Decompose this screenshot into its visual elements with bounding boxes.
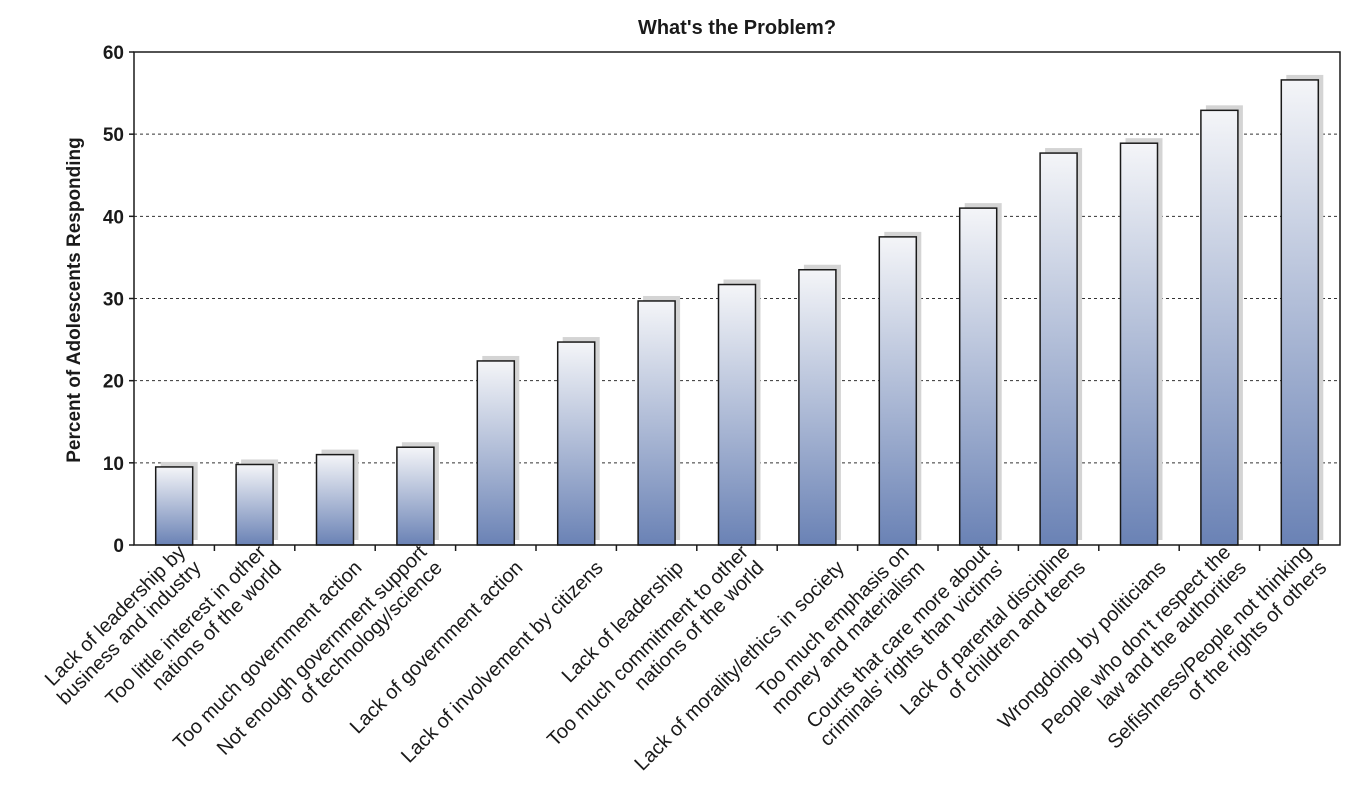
bar	[1200, 109, 1239, 546]
y-tick-label: 10	[103, 454, 124, 475]
bars	[154, 74, 1324, 546]
y-tick-label: 0	[113, 536, 124, 557]
y-axis-ticks: 0 10 20 30 40 50 60	[103, 43, 124, 557]
axes	[129, 51, 1341, 551]
y-tick-label: 60	[103, 43, 124, 64]
bar	[1039, 152, 1078, 546]
bar	[556, 341, 596, 546]
y-tick-label: 50	[103, 125, 124, 146]
bar	[717, 283, 757, 546]
x-tick-label-line: Too much commitment to other	[543, 541, 753, 751]
chart-title: What's the Problem?	[638, 17, 836, 39]
bar	[637, 300, 676, 546]
bar	[878, 236, 918, 546]
x-axis-labels: Lack of leadership bybusiness and indust…	[41, 541, 1331, 775]
bar	[958, 207, 998, 546]
y-tick-label: 30	[103, 290, 124, 311]
bar	[1280, 79, 1320, 546]
y-tick-label: 20	[103, 372, 124, 393]
y-tick-label: 40	[103, 207, 124, 228]
bar	[396, 446, 435, 546]
bar	[476, 360, 516, 546]
bar	[235, 463, 274, 546]
bar	[154, 466, 194, 546]
bar	[1119, 142, 1159, 546]
bar	[315, 453, 355, 546]
x-tick-label-line: of technology/science	[295, 557, 447, 709]
y-axis-label: Percent of Adolescents Responding	[64, 137, 85, 463]
bar	[798, 268, 837, 546]
